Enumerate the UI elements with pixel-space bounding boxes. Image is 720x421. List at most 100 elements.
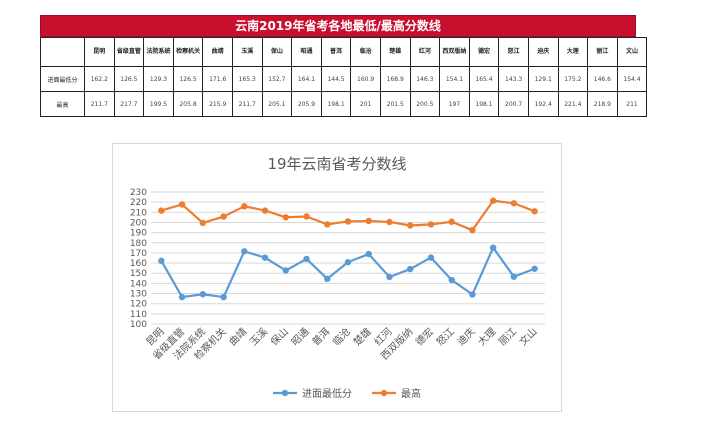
series-2 <box>158 197 538 234</box>
y-tick-label: 140 <box>130 279 147 289</box>
data-point <box>282 267 289 274</box>
legend-swatch-marker <box>281 389 289 397</box>
x-tick-label: 昭通 <box>289 326 312 349</box>
table-cell: 165.4 <box>468 66 500 92</box>
y-tick-label: 200 <box>130 218 147 228</box>
data-point <box>303 213 310 220</box>
table-cell: 199.5 <box>143 91 174 117</box>
x-tick-label: 临沧 <box>330 325 353 348</box>
table-cell: 129.3 <box>143 66 174 92</box>
data-point <box>220 293 227 301</box>
table-header-cell: 文山 <box>616 37 648 67</box>
table-cell: 200.7 <box>498 91 529 117</box>
data-point <box>386 218 393 226</box>
table-cell: 126.5 <box>113 66 145 92</box>
data-point <box>510 273 518 280</box>
data-point <box>303 255 310 263</box>
data-point <box>407 265 414 273</box>
data-point <box>469 291 476 298</box>
data-point <box>386 273 393 281</box>
data-point <box>241 203 248 210</box>
x-tick-label: 怒江 <box>433 325 456 348</box>
table-row: 最高 211.7 217.7 199.5 205.8 215.9 211.7 205.1 205… <box>40 91 648 117</box>
table-cell: 198.1 <box>468 91 500 117</box>
table-header-cell: 临沧 <box>350 37 381 67</box>
table-cell: 175.2 <box>557 66 589 92</box>
table-header-cell: 法院系统 <box>143 37 174 67</box>
series-layer <box>158 197 538 301</box>
table-cell: 126.5 <box>172 66 204 92</box>
data-point <box>261 254 269 261</box>
series-1 <box>158 244 538 301</box>
line-chart: 19年云南省考分数线 100 110 120 130 140 150 160 170 180 19… <box>112 143 562 412</box>
y-tick-label: 160 <box>130 259 147 269</box>
data-point <box>510 200 518 207</box>
x-tick-label: 德宏 <box>413 325 436 348</box>
y-tick-label: 120 <box>130 300 147 310</box>
table-cell: 171.6 <box>202 66 233 92</box>
data-point <box>427 254 435 261</box>
table-cell: 144.5 <box>320 66 352 92</box>
x-axis-ticks: 昆明省级直管法院系统检察机关曲靖玉溪保山昭通普洱临沧楚雄红河西双版纳德宏怒江迪庆… <box>144 325 540 362</box>
data-point <box>531 208 538 215</box>
table-cell: 164.1 <box>291 66 322 92</box>
x-tick-label: 丽江 <box>496 326 519 349</box>
chart-legend: 进面最低分 最高 <box>273 387 421 400</box>
data-point <box>489 197 497 204</box>
data-point <box>178 201 186 208</box>
table-cell: 129.1 <box>527 66 559 92</box>
data-point <box>178 293 186 301</box>
x-tick-label: 曲靖 <box>226 325 249 348</box>
table-corner-cell <box>40 37 85 67</box>
data-point <box>448 276 455 284</box>
x-tick-label: 大理 <box>475 325 498 348</box>
x-tick-label: 玉溪 <box>248 326 271 349</box>
data-point <box>261 207 269 214</box>
data-point <box>199 219 207 227</box>
chart-title: 19年云南省考分数线 <box>267 155 406 173</box>
table-cell: 211.7 <box>84 91 115 117</box>
table-cell: 201.5 <box>379 91 411 117</box>
table-cell: 201 <box>350 91 381 117</box>
data-point <box>469 226 476 234</box>
table-cell: 211.7 <box>231 91 263 117</box>
data-point <box>220 213 227 220</box>
table-cell: 197 <box>439 91 470 117</box>
table-cell: 146.3 <box>409 66 441 92</box>
table-header-cell: 德宏 <box>468 37 500 67</box>
table-cell: 162.2 <box>84 66 115 92</box>
table-cell: 215.9 <box>202 91 233 117</box>
table-cell: 152.7 <box>261 66 293 92</box>
y-tick-label: 110 <box>130 310 147 320</box>
table-cell: 218.9 <box>587 91 618 117</box>
table-cell: 205.8 <box>172 91 204 117</box>
data-point <box>407 222 414 229</box>
data-point <box>531 265 538 272</box>
table-cell: 146.6 <box>587 66 618 92</box>
chart-svg: 19年云南省考分数线 10011012013014015016017018019… <box>130 155 545 400</box>
table-cell: 160.9 <box>350 66 381 92</box>
data-point <box>282 214 289 221</box>
data-point <box>344 258 352 266</box>
legend-swatch-marker <box>380 389 388 397</box>
data-point <box>158 207 165 214</box>
table-title: 云南2019年省考各地最低/最高分数线 <box>40 15 636 37</box>
data-point <box>448 218 455 225</box>
data-point <box>365 250 372 258</box>
table-cell: 200.5 <box>409 91 441 117</box>
data-point <box>365 217 372 225</box>
data-point <box>344 218 352 225</box>
table-row-label: 进面最低分 <box>40 66 85 92</box>
table-header-cell: 西双版纳 <box>439 37 470 67</box>
data-point <box>324 221 331 228</box>
data-point <box>241 248 248 255</box>
table-cell: 221.4 <box>557 91 589 117</box>
table-header-cell: 楚雄 <box>379 37 411 67</box>
table-cell: 154.1 <box>439 66 470 92</box>
data-point <box>489 244 497 251</box>
table-header-cell: 普洱 <box>320 37 352 67</box>
y-tick-label: 220 <box>130 198 147 208</box>
y-tick-label: 150 <box>130 269 147 279</box>
table-cell: 198.1 <box>320 91 352 117</box>
data-point <box>158 257 165 265</box>
